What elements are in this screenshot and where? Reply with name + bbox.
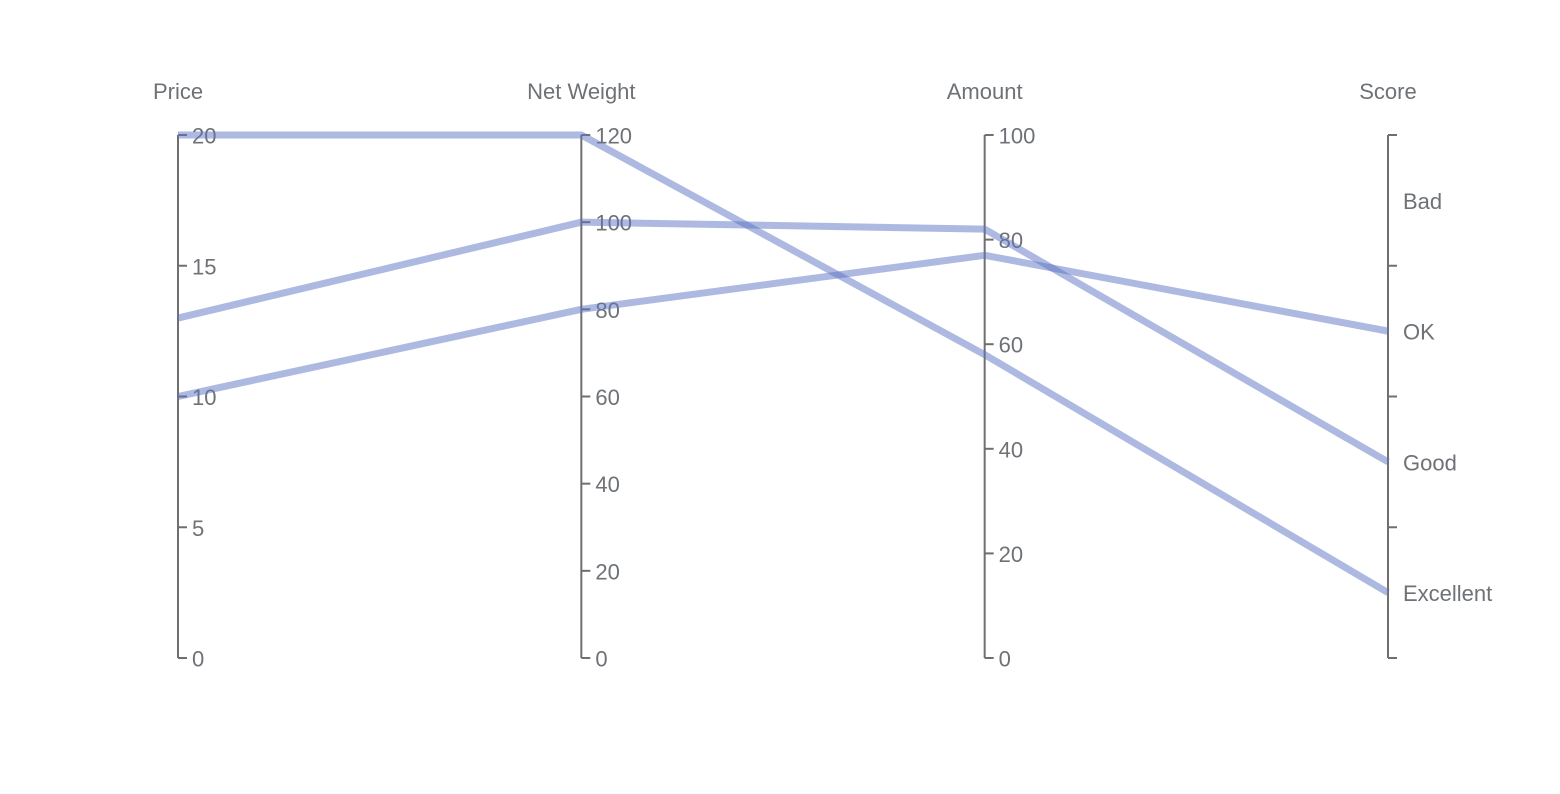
tick-label: 20 [999, 542, 1023, 567]
data-line-record-1 [178, 131, 1390, 596]
tick-label: 0 [595, 647, 607, 672]
tick-label: 20 [595, 559, 619, 584]
tick-label: 40 [595, 472, 619, 497]
tick-label: 100 [999, 124, 1036, 149]
axis-title-amount: Amount [947, 79, 1023, 104]
axis-score: Bad OK Good Excellent Score [1359, 79, 1492, 659]
data-line-record-3 [177, 251, 1389, 400]
axis-title-net-weight: Net Weight [527, 79, 635, 104]
category-label-excellent: Excellent [1403, 581, 1492, 606]
tick-label: 15 [192, 254, 216, 279]
category-label-bad: Bad [1403, 189, 1442, 214]
tick-label: 0 [192, 647, 204, 672]
axis-title-score: Score [1359, 79, 1416, 104]
tick-label: 60 [999, 333, 1023, 358]
tick-label: 0 [999, 647, 1011, 672]
tick-label: 5 [192, 516, 204, 541]
tick-label: 40 [999, 437, 1023, 462]
category-label-good: Good [1403, 450, 1457, 475]
tick-label: 60 [595, 385, 619, 410]
category-label-ok: OK [1403, 320, 1435, 345]
data-line-record-2 [177, 218, 1390, 465]
axis-title-price: Price [153, 79, 203, 104]
